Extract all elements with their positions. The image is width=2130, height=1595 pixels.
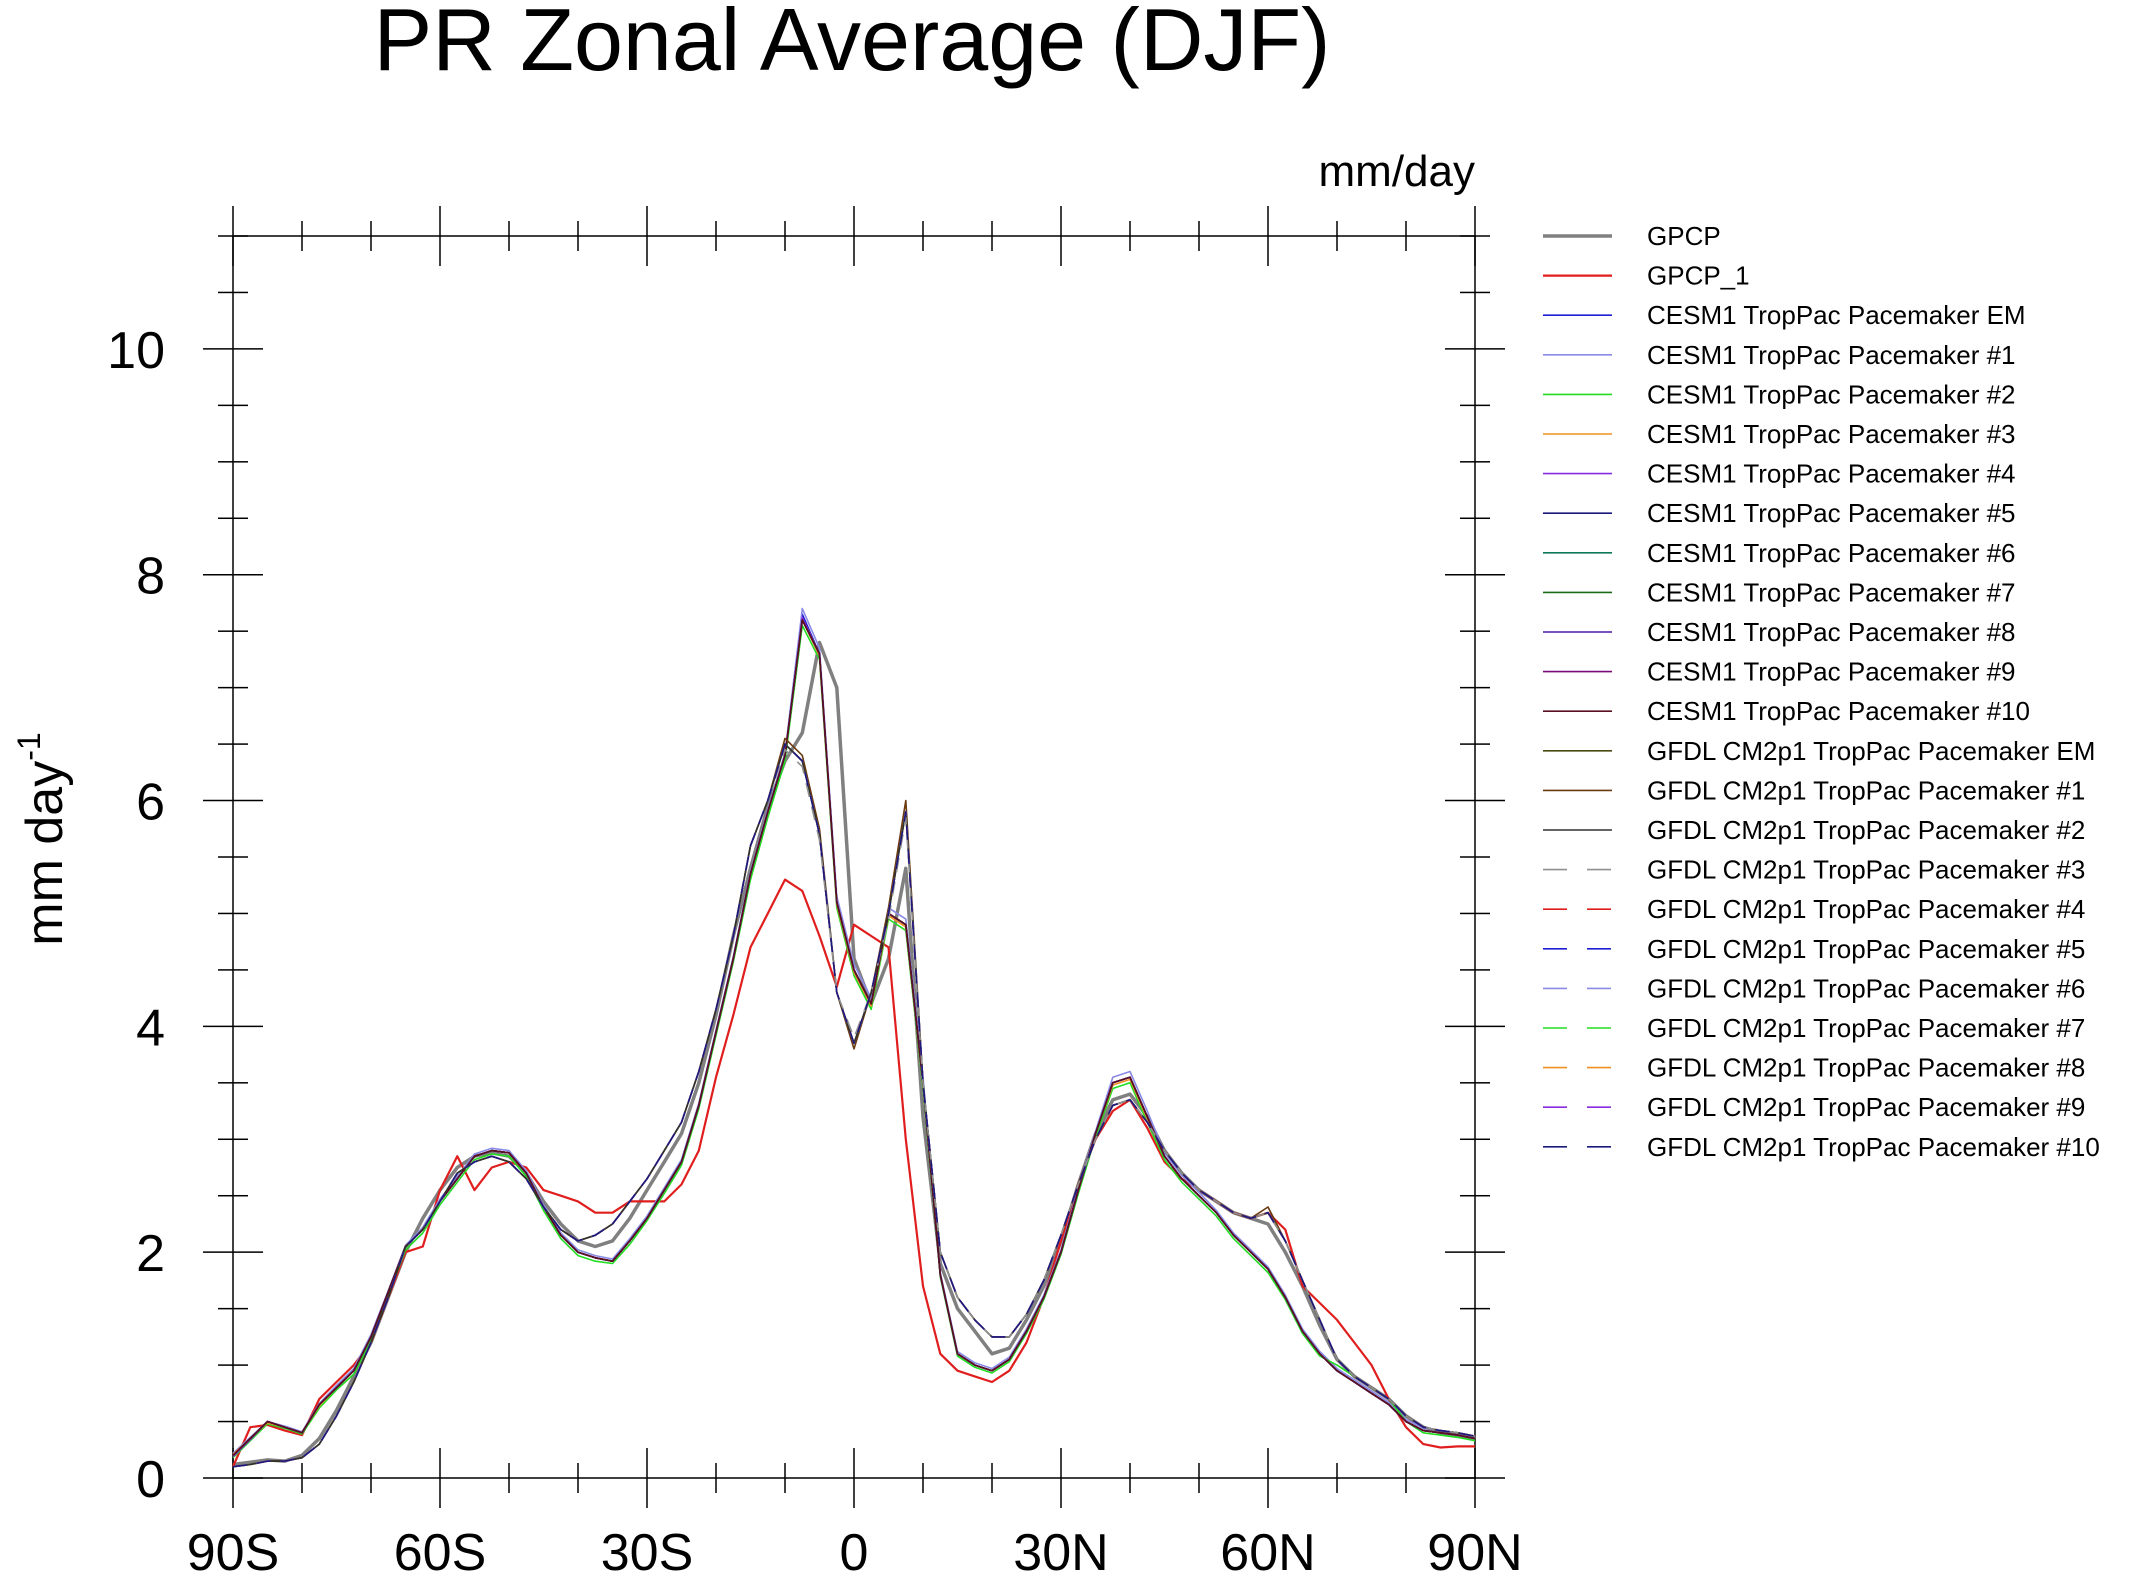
legend-label: CESM1 TropPac Pacemaker #10 [1647,696,2030,726]
series-line-13 [232,619,1476,1456]
legend-label: GFDL CM2p1 TropPac Pacemaker #8 [1647,1053,2085,1083]
series-line-16 [232,743,1476,1468]
series-line-11 [232,619,1476,1456]
series-line-18 [232,743,1476,1468]
series-line-21 [232,743,1476,1468]
legend-label: CESM1 TropPac Pacemaker #1 [1647,340,2016,370]
legend-label: CESM1 TropPac Pacemaker #7 [1647,577,2016,607]
y-tick-label: 10 [107,322,165,380]
legend-label: CESM1 TropPac Pacemaker #6 [1647,538,2016,568]
x-tick-label: 90N [1427,1524,1522,1582]
plot-frame [232,235,1476,1479]
legend-label: CESM1 TropPac Pacemaker #5 [1647,498,2016,528]
x-tick-label: 60S [394,1524,487,1582]
legend-label: GFDL CM2p1 TropPac Pacemaker #3 [1647,855,2085,885]
x-tick-label: 30N [1013,1524,1108,1582]
series-line-7 [232,616,1476,1458]
legend-label: CESM1 TropPac Pacemaker EM [1647,300,2026,330]
legend-label: CESM1 TropPac Pacemaker #3 [1647,419,2016,449]
legend-label: GFDL CM2p1 TropPac Pacemaker #9 [1647,1092,2085,1122]
series-line-8 [232,619,1476,1456]
legend-label: GFDL CM2p1 TropPac Pacemaker #1 [1647,775,2085,805]
legend-label: GFDL CM2p1 TropPac Pacemaker #2 [1647,815,2085,845]
series-line-12 [232,619,1476,1456]
series-line-19 [232,743,1476,1468]
x-tick-label: 60N [1220,1524,1315,1582]
x-tick-label: 90S [187,1524,280,1582]
x-tick-label: 30S [601,1524,694,1582]
series-line-24 [232,743,1476,1468]
series-line-10 [232,619,1476,1456]
legend-label: CESM1 TropPac Pacemaker #8 [1647,617,2016,647]
legend-label: CESM1 TropPac Pacemaker #2 [1647,379,2016,409]
legend-label: GFDL CM2p1 TropPac Pacemaker #5 [1647,934,2085,964]
y-tick-label: 8 [136,548,165,606]
series-line-14 [232,743,1476,1468]
legend-label: CESM1 TropPac Pacemaker #9 [1647,657,2016,687]
y-axis-label-superscript: -1 [11,732,47,760]
series-line-23 [232,743,1476,1468]
legend-label: GFDL CM2p1 TropPac Pacemaker #4 [1647,894,2085,924]
series-line-15 [232,737,1476,1468]
series-line-3 [232,613,1476,1456]
series-line-17 [232,748,1476,1468]
y-axis-label: mm day-1 [11,732,74,945]
series-line-22 [232,743,1476,1468]
y-axis-label-text: mm day [16,761,74,946]
series-line-9 [232,619,1476,1456]
series-line-6 [232,619,1476,1455]
legend-label: GFDL CM2p1 TropPac Pacemaker EM [1647,736,2095,766]
legend-label: CESM1 TropPac Pacemaker #4 [1647,459,2016,489]
axis-ticks [203,206,1505,1508]
series-line-5 [232,624,1476,1459]
y-tick-label: 0 [136,1451,165,1509]
legend-label: GFDL CM2p1 TropPac Pacemaker #6 [1647,973,2085,1003]
legend: GPCP GPCP_1 CESM1 TropPac Pacemaker EM CESM… [1543,221,2100,1162]
series-line-20 [232,743,1476,1468]
legend-label: GPCP_1 [1647,261,1750,291]
axis-tick-labels: 90S 60S 30S 0 30N 60N 90N 0 2 4 6 8 10 [107,322,1523,1582]
y-tick-label: 2 [136,1225,165,1283]
chart-title: PR Zonal Average (DJF) [374,0,1331,89]
y-tick-label: 6 [136,774,165,832]
series-lines [231,607,1476,1468]
legend-label: GFDL CM2p1 TropPac Pacemaker #10 [1647,1132,2100,1162]
series-line-1 [232,640,1476,1467]
legend-label: GPCP [1647,221,1721,251]
legend-label: GFDL CM2p1 TropPac Pacemaker #7 [1647,1013,2085,1043]
plot-border [232,235,1476,1479]
y-tick-label: 4 [136,999,165,1057]
units-label: mm/day [1319,147,1475,196]
series-line-4 [232,607,1476,1454]
x-tick-label: 0 [840,1524,869,1582]
